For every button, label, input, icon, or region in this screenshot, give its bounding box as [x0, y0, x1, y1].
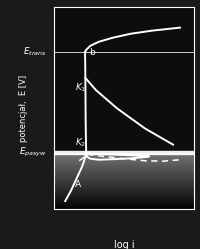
Bar [54, 151, 194, 154]
Bar [54, 200, 194, 201]
Bar [54, 170, 194, 171]
Bar [54, 172, 194, 173]
Bar [54, 171, 194, 172]
Bar [54, 182, 194, 183]
Bar [54, 167, 194, 168]
Bar [54, 155, 194, 156]
Bar [54, 175, 194, 176]
Bar [54, 156, 194, 157]
Bar [54, 173, 194, 174]
Bar [54, 163, 194, 164]
Bar [54, 188, 194, 189]
Bar [54, 168, 194, 169]
Bar [54, 184, 194, 185]
Bar [54, 203, 194, 204]
Bar [54, 174, 194, 175]
Bar [54, 193, 194, 194]
Bar [54, 186, 194, 187]
Bar [54, 187, 194, 188]
Text: b: b [89, 48, 95, 57]
Text: $E_{pasyw}$: $E_{pasyw}$ [19, 146, 47, 159]
Bar [54, 158, 194, 159]
Bar [54, 165, 194, 166]
Bar [54, 157, 194, 158]
Bar [54, 181, 194, 182]
Bar [54, 183, 194, 184]
Bar [54, 179, 194, 180]
Bar [54, 207, 194, 208]
Bar [54, 180, 194, 181]
Bar [54, 197, 194, 198]
Bar [54, 206, 194, 207]
Bar [54, 178, 194, 179]
Bar [54, 169, 194, 170]
Bar [54, 154, 194, 155]
Bar [54, 196, 194, 197]
Bar [54, 177, 194, 178]
Bar [54, 162, 194, 163]
Bar [54, 202, 194, 203]
Bar [54, 195, 194, 196]
Bar [54, 153, 194, 154]
Bar [54, 204, 194, 205]
Bar [54, 199, 194, 200]
Bar [54, 159, 194, 160]
Bar [54, 160, 194, 161]
Bar [54, 198, 194, 199]
Bar [54, 205, 194, 206]
Text: potencjał,  E [V]: potencjał, E [V] [19, 75, 28, 142]
Bar [54, 190, 194, 191]
Text: $K_1$: $K_1$ [75, 82, 86, 94]
Text: log i: log i [114, 241, 134, 249]
Bar [54, 192, 194, 193]
Bar [54, 191, 194, 192]
Bar [54, 185, 194, 186]
Bar [54, 161, 194, 162]
Bar [54, 208, 194, 209]
Bar [54, 176, 194, 177]
Bar [54, 189, 194, 190]
Text: A: A [75, 181, 81, 189]
Text: $K_2$: $K_2$ [75, 136, 86, 149]
Bar [54, 166, 194, 167]
Bar [54, 201, 194, 202]
Text: $E_{trans}$: $E_{trans}$ [23, 46, 47, 58]
Bar [54, 194, 194, 195]
Bar [54, 164, 194, 165]
